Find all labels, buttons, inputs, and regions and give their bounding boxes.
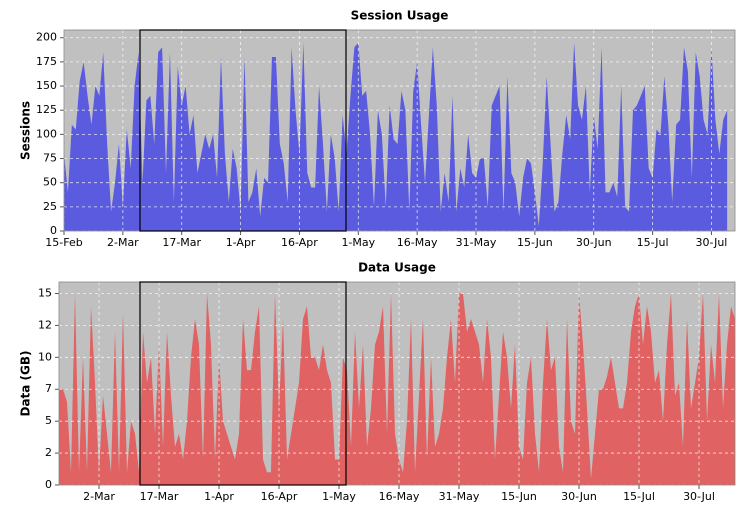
y-axis-label: Sessions <box>19 101 33 160</box>
x-tick-label: 30-Jul <box>683 490 715 503</box>
y-tick-label: 175 <box>36 55 57 68</box>
x-tick-label: 1-Apr <box>226 236 256 249</box>
x-tick-label: 16-May <box>397 236 438 249</box>
y-tick-label: 100 <box>36 127 57 140</box>
plot-border <box>58 281 736 486</box>
y-tick-label: 12 <box>38 318 52 331</box>
y-tick-label: 75 <box>43 152 57 165</box>
x-tick-label: 16-Apr <box>281 236 318 249</box>
x-tick-label: 2-Mar <box>83 490 115 503</box>
y-tick-label: 25 <box>43 200 57 213</box>
y-tick-label: 0 <box>50 224 57 237</box>
x-tick-label: 30-Jul <box>696 236 728 249</box>
plot-border <box>63 29 736 232</box>
area <box>64 42 728 231</box>
x-tick-label: 30-Jun <box>561 490 597 503</box>
y-tick-label: 125 <box>36 103 57 116</box>
x-tick-label: 16-Apr <box>261 490 298 503</box>
x-tick-label: 1-May <box>341 236 375 249</box>
x-tick-label: 15-Jun <box>517 236 553 249</box>
x-tick-label: 15-Feb <box>45 236 82 249</box>
x-tick-label: 30-Jun <box>576 236 612 249</box>
chart-title: Data Usage <box>358 261 436 275</box>
y-tick-label: 2 <box>45 446 52 459</box>
x-tick-label: 2-Mar <box>107 236 139 249</box>
x-tick-label: 15-Jul <box>637 236 669 249</box>
selection-box <box>139 281 347 486</box>
y-tick-label: 0 <box>45 478 52 491</box>
x-tick-label: 15-Jun <box>501 490 537 503</box>
x-tick-label: 31-May <box>439 490 480 503</box>
y-axis-label: Data (GB) <box>19 350 33 416</box>
y-tick-label: 10 <box>38 350 52 363</box>
x-tick-label: 17-Mar <box>162 236 201 249</box>
x-tick-label: 17-Mar <box>140 490 179 503</box>
x-tick-label: 1-Apr <box>204 490 234 503</box>
y-tick-label: 50 <box>43 176 57 189</box>
x-tick-label: 16-May <box>379 490 420 503</box>
x-tick-label: 1-May <box>322 490 356 503</box>
y-tick-label: 150 <box>36 79 57 92</box>
selection-box <box>139 29 347 232</box>
chart-title: Session Usage <box>351 9 449 23</box>
y-tick-label: 7 <box>45 382 52 395</box>
area <box>59 293 735 485</box>
y-tick-label: 5 <box>45 414 52 427</box>
charts: Session UsageSessions0255075100125150175… <box>19 9 736 503</box>
y-tick-label: 200 <box>36 31 57 44</box>
x-tick-label: 15-Jul <box>623 490 655 503</box>
x-tick-label: 31-May <box>456 236 497 249</box>
y-tick-label: 15 <box>38 286 52 299</box>
